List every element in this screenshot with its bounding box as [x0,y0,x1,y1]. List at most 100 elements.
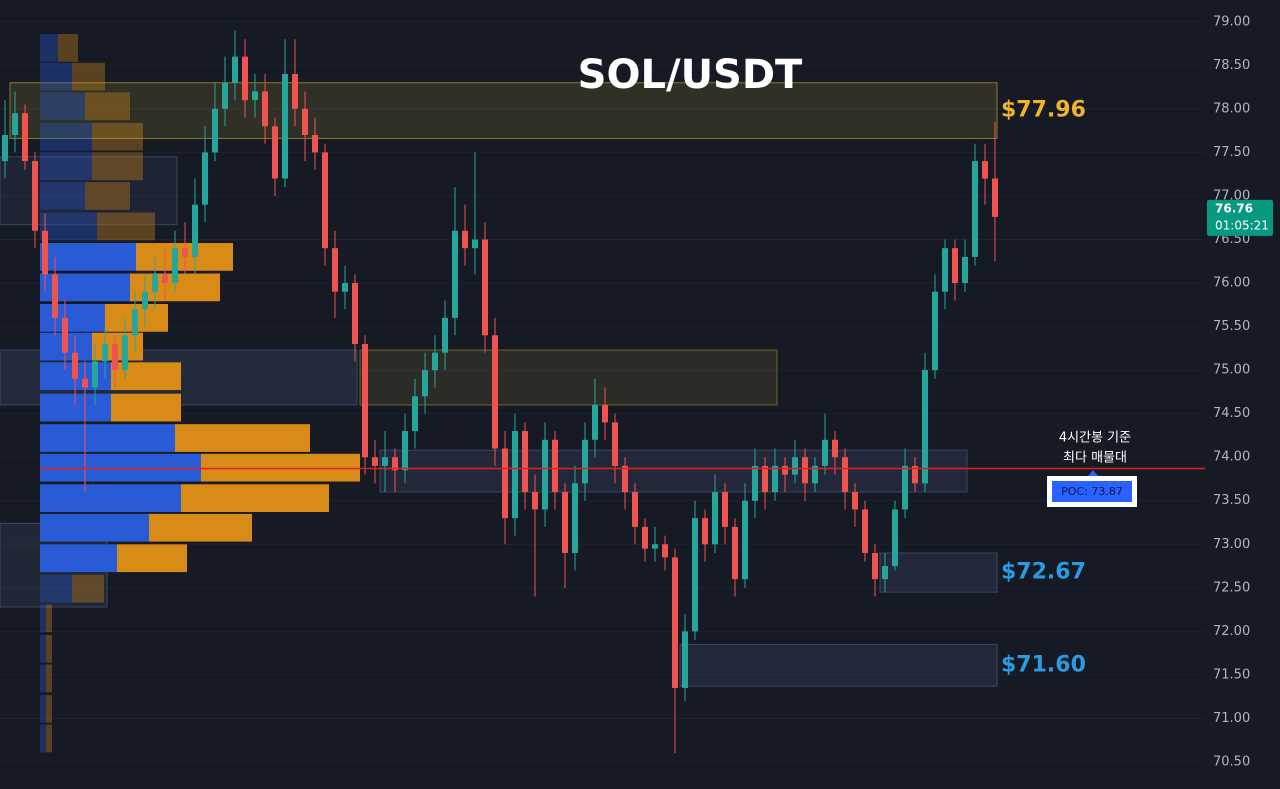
poc-pointer [1088,470,1098,476]
profile-buy [40,695,46,723]
candle-body [152,274,158,292]
candle-body [372,457,378,466]
candle-body [752,465,758,501]
y-tick-label: 76.00 [1213,276,1250,291]
profile-sell [201,453,360,482]
zone [359,349,778,406]
candle-body [222,82,228,109]
zone [679,643,998,687]
candle-body [682,631,688,688]
profile-buy [40,604,46,633]
candle-body [352,283,358,344]
poc-note: 4시간봉 기준 [1059,431,1131,446]
y-tick-label: 74.00 [1213,450,1250,465]
profile-sell [85,92,130,121]
profile-buy [40,664,46,693]
zone-label: $77.96 [1001,98,1086,123]
profile-buy [40,424,175,452]
profile-sell [72,574,104,603]
profile-buy [40,34,58,62]
candle-body [722,492,728,527]
candle-body [342,283,348,292]
candle-body [672,557,678,688]
candle-body [652,544,658,549]
candle-body [182,248,188,257]
candle-body [462,230,468,249]
candle-body [902,465,908,510]
candle-body [142,291,148,310]
y-tick-label: 75.50 [1213,319,1250,334]
candle-body [482,239,488,336]
profile-buy [40,212,97,241]
poc-box [1052,481,1132,502]
profile-sell [46,604,52,633]
candle-body [442,317,448,353]
profile-sell [92,122,143,151]
profile-sell [85,182,130,210]
profile-buy [40,62,72,91]
candle-body [742,500,748,580]
candle-body [572,483,578,553]
candle-body [192,204,198,257]
poc-label: POC: 73.87 [1061,485,1123,498]
candle-body [522,431,528,493]
candle-body [972,161,978,257]
candle-body [382,457,388,466]
chart-title: SOL/USDT [578,52,803,98]
candle-body [662,544,668,558]
candle-body [552,439,558,493]
candle-body [132,309,138,336]
profile-buy [40,122,92,151]
profile-buy [40,303,105,332]
profile-sell [46,634,52,663]
candle-body [982,161,988,179]
candle-body [582,439,588,484]
candle-body [452,230,458,318]
profile-buy [40,484,181,513]
candle-body [252,91,258,101]
candle-body [892,509,898,567]
y-tick-label: 74.50 [1213,406,1250,421]
profile-sell [97,212,155,241]
y-tick-label: 79.00 [1213,14,1250,29]
candle-body [962,256,968,284]
candle-body [232,56,238,83]
candle-body [862,509,868,553]
candle-body [602,404,608,423]
candle-body [212,108,218,153]
zone [379,449,968,493]
candle-body [52,274,58,318]
profile-sell [46,664,52,693]
candle-body [92,361,98,388]
zone-label: $71.60 [1001,652,1086,677]
candle-body [102,343,108,362]
y-tick-label: 73.50 [1213,493,1250,508]
candle-body [42,230,48,275]
zone [9,82,998,139]
y-tick-label: 72.50 [1213,580,1250,595]
candle-body [612,422,618,466]
candle-body [702,518,708,545]
candle-body [732,526,738,580]
candle-body [882,566,888,580]
candle-body [642,526,648,549]
candle-body [562,492,568,553]
profile-buy [40,513,149,542]
candle-body [292,74,298,109]
candle-body [262,91,268,127]
candle-body [782,465,788,475]
candle-body [302,108,308,135]
profile-sell [181,484,329,513]
candle-body [922,370,928,484]
candle-body [542,439,548,510]
profile-buy [40,182,85,210]
profile-sell [72,62,105,91]
candle-body [2,134,8,162]
zone [879,552,998,593]
profile-buy [40,724,46,753]
profile-sell [175,424,310,452]
last-price-tag [1207,199,1273,236]
candle-body [112,343,118,371]
candle-body [502,448,508,519]
